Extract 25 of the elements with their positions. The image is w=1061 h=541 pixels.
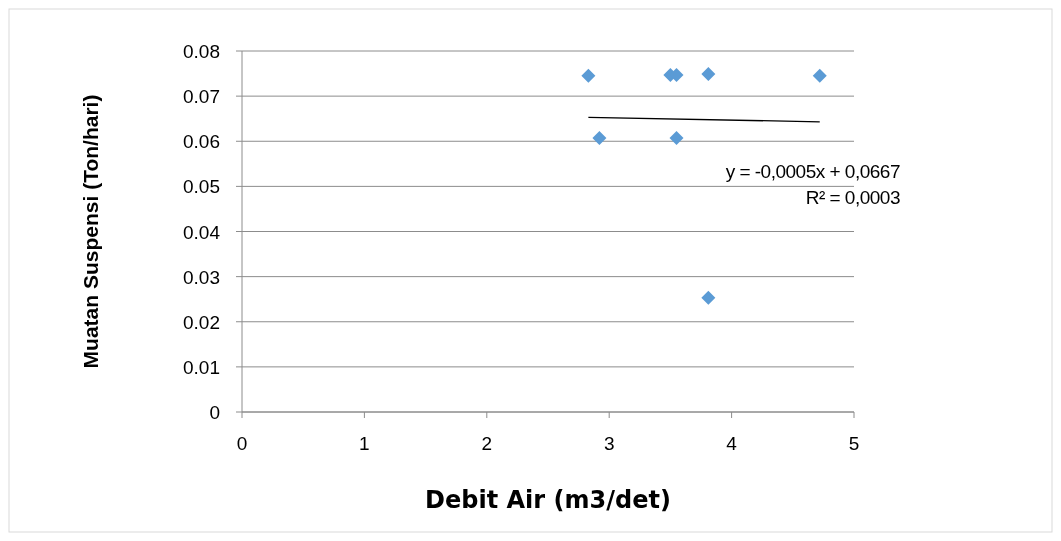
y-tick-label: 0.01 bbox=[183, 356, 220, 378]
y-tick-label: 0.07 bbox=[183, 86, 220, 108]
point bbox=[701, 67, 716, 82]
point bbox=[592, 131, 607, 146]
x-tick-label: 4 bbox=[726, 433, 738, 454]
y-axis-title: Muatan Suspensi (Ton/hari) bbox=[79, 94, 102, 369]
y-tick-label: 0.03 bbox=[183, 266, 220, 288]
y-tick-label: 0.05 bbox=[183, 176, 220, 198]
x-tick-label: 0 bbox=[236, 433, 248, 454]
point bbox=[812, 68, 827, 83]
x-tick-label: 5 bbox=[848, 433, 860, 454]
x-tick-label: 1 bbox=[359, 433, 370, 454]
y-tick-label: 0.06 bbox=[183, 131, 220, 153]
x-tick-label: 3 bbox=[603, 433, 615, 454]
annotation: R² = 0,0003 bbox=[805, 187, 900, 208]
annotation: y = -0,0005x + 0,0667 bbox=[725, 161, 900, 182]
y-tick-label: 0.08 bbox=[183, 41, 220, 62]
point bbox=[701, 290, 716, 305]
y-tick-label: 0.02 bbox=[183, 311, 220, 333]
point bbox=[669, 131, 684, 146]
x-axis-title: Debit Air (m3/det) bbox=[425, 486, 671, 514]
y-tick-label: 0.04 bbox=[183, 221, 221, 243]
y-tick-label: 0 bbox=[209, 402, 220, 423]
x-tick-label: 2 bbox=[481, 433, 493, 454]
point bbox=[581, 68, 596, 83]
